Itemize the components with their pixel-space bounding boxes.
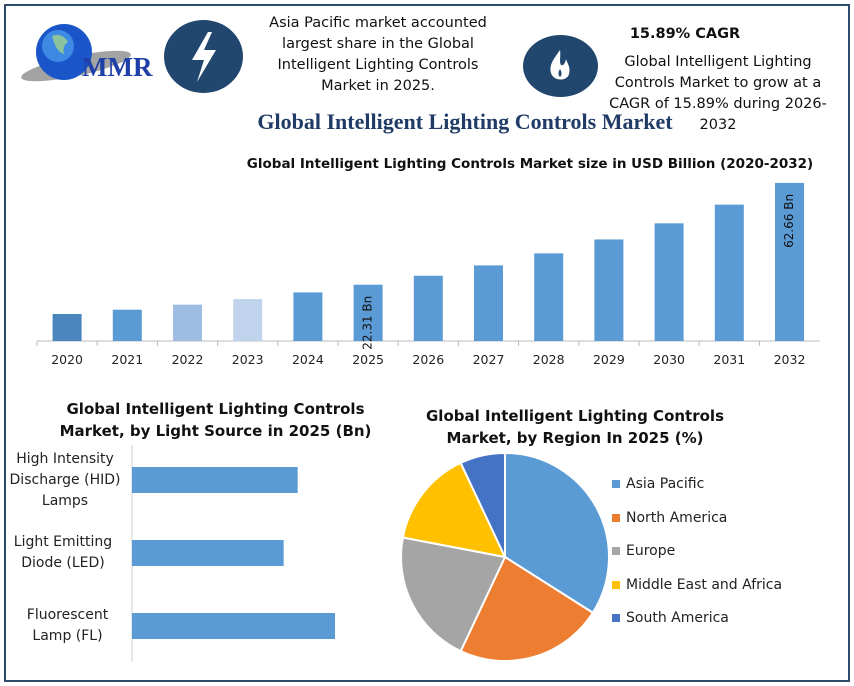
x-tick-label-2020: 2020 <box>51 352 83 367</box>
data-label-2025: 22.31 Bn <box>361 296 375 350</box>
cagr-heading: 15.89% CAGR <box>629 26 741 42</box>
bar-2028 <box>534 253 564 341</box>
category-label-hid: High Intensity Discharge (HID) Lamps <box>9 451 121 509</box>
bar-2029 <box>594 239 624 341</box>
x-tick-label-2021: 2021 <box>111 352 143 367</box>
x-tick-label-2029: 2029 <box>593 352 625 367</box>
market-size-bar-chart: 2020 2021 2022 2023 2024 2025 22.31 Bn 2026 2027… <box>36 182 820 367</box>
category-label-led: Light Emitting Diode (LED) <box>13 534 113 571</box>
x-tick-label-2023: 2023 <box>232 352 264 367</box>
asia-note: Asia Pacific market accounted largest sh… <box>269 15 487 94</box>
flame-icon <box>523 35 598 97</box>
legend-item-middle-east-and-africa: Middle East and Africa <box>612 577 782 593</box>
x-tick-label-2028: 2028 <box>533 352 565 367</box>
legend-label: South America <box>626 610 729 626</box>
bar-2032 <box>775 182 804 341</box>
x-tick-label-2027: 2027 <box>473 352 505 367</box>
data-label-2032: 62.66 Bn <box>782 194 796 248</box>
legend-item-north-america: North America <box>612 510 727 526</box>
hbar-0 <box>132 467 298 493</box>
bar-2025 <box>353 284 383 341</box>
pie-chart-title: Global Intelligent Lighting Controls Mar… <box>426 407 724 447</box>
cagr-note: Global Intelligent Lighting Controls Mar… <box>609 54 827 133</box>
bar-2026 <box>413 275 443 341</box>
x-tick-label-2030: 2030 <box>653 352 685 367</box>
legend-item-asia-pacific: Asia Pacific <box>612 476 704 492</box>
pie-slice-europe <box>400 536 507 653</box>
region-pie-chart <box>400 451 610 662</box>
legend-swatch <box>612 513 620 522</box>
bar-2027 <box>474 265 503 341</box>
main-title: Global Intelligent Lighting Controls Mar… <box>257 109 673 134</box>
legend-label: Asia Pacific <box>626 476 705 492</box>
pie-slice-south-america <box>459 451 506 558</box>
bar-2030 <box>654 223 684 341</box>
hbar-2 <box>132 613 335 639</box>
legend-label: Europe <box>626 543 676 559</box>
legend-item-south-america: South America <box>612 610 729 626</box>
x-tick-label-2032: 2032 <box>774 352 806 367</box>
pie-slice-middle-east-and-africa <box>401 461 507 559</box>
legend-swatch <box>612 547 620 555</box>
legend-item-europe: Europe <box>612 543 675 559</box>
legend-label: Middle East and Africa <box>626 576 783 593</box>
bar-2024 <box>293 292 323 341</box>
bar-2021 <box>112 309 142 341</box>
mmr-logo: MMR <box>14 18 159 88</box>
hbar-1 <box>132 540 284 566</box>
x-tick-label-2031: 2031 <box>713 352 745 367</box>
x-tick-label-2022: 2022 <box>172 352 204 367</box>
light-source-chart-title: Global Intelligent Lighting Controls Mar… <box>59 400 372 440</box>
legend-swatch <box>612 614 620 622</box>
x-tick-label-2024: 2024 <box>292 352 324 367</box>
logo-text: MMR <box>82 52 153 82</box>
x-tick-label-2025: 2025 <box>352 352 384 367</box>
legend-swatch <box>612 480 620 488</box>
bar-2031 <box>714 204 744 341</box>
legend-swatch <box>612 580 620 589</box>
lightning-bolt-icon <box>164 20 243 93</box>
frame-border <box>4 4 850 682</box>
bar-2023 <box>233 299 263 341</box>
category-label-fl: Fluorescent Lamp (FL) <box>26 607 109 644</box>
bar-2022 <box>173 304 202 341</box>
light-source-bar-chart <box>131 445 335 662</box>
legend-label: North America <box>626 509 728 526</box>
bar-chart-title: Global Intelligent Lighting Controls Mar… <box>246 156 814 172</box>
bar-2020 <box>52 314 82 341</box>
x-tick-label-2026: 2026 <box>412 352 444 367</box>
